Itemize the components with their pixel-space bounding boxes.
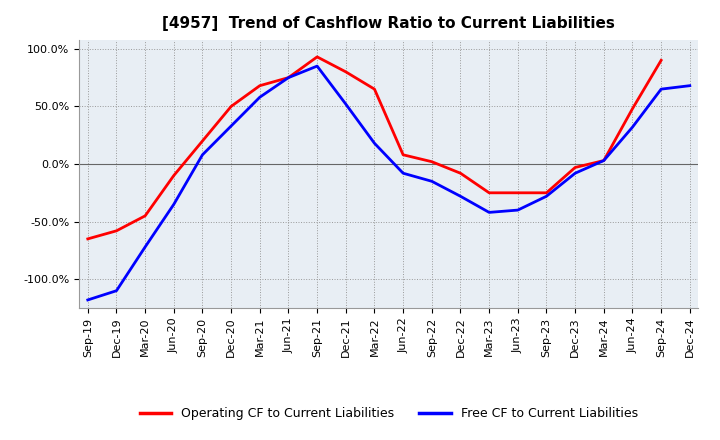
Legend: Operating CF to Current Liabilities, Free CF to Current Liabilities: Operating CF to Current Liabilities, Fre… [135,402,643,425]
Title: [4957]  Trend of Cashflow Ratio to Current Liabilities: [4957] Trend of Cashflow Ratio to Curren… [163,16,615,32]
